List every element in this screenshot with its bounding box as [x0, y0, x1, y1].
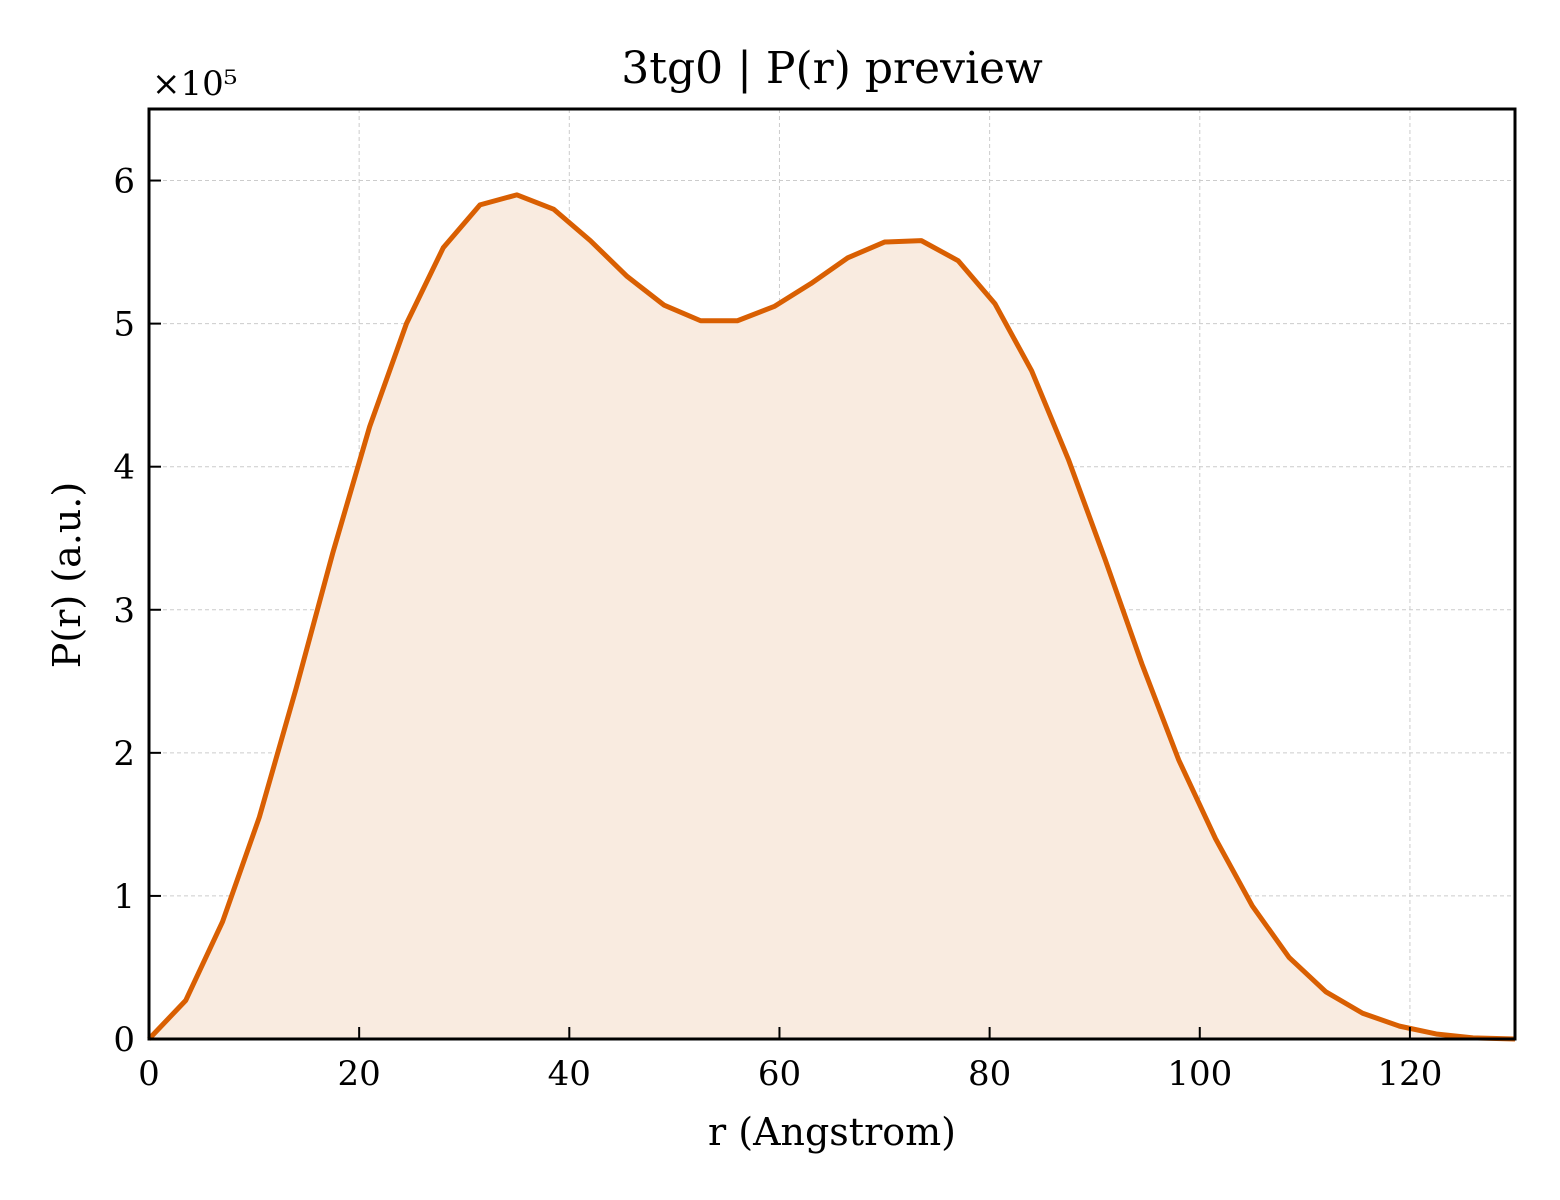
x-tick-label: 60 [758, 1054, 801, 1094]
x-axis-label: r (Angstrom) [708, 1110, 956, 1154]
x-tick-label: 40 [548, 1054, 591, 1094]
x-tick-label: 0 [138, 1054, 160, 1094]
y-tick-label: 2 [113, 734, 135, 774]
x-tick-label: 20 [338, 1054, 381, 1094]
series-line [147, 192, 1516, 1042]
plot-frame [147, 107, 1517, 1041]
x-tick-label: 120 [1377, 1054, 1442, 1094]
y-tick-labels: 0 1 2 3 4 5 6 [113, 162, 135, 1060]
x-tick-labels: 0 20 40 60 80 100 120 [138, 1054, 1442, 1094]
y-tick-label: 6 [113, 162, 135, 202]
y-tick-label: 3 [113, 591, 135, 631]
y-tick-label: 0 [113, 1020, 135, 1060]
y-tick-label: 1 [113, 877, 135, 917]
ticks [148, 179, 1411, 1040]
x-tick-label: 100 [1167, 1054, 1232, 1094]
series-area-fill [149, 194, 1515, 1040]
y-multiplier-label: ×10⁵ [152, 64, 237, 104]
y-axis-label: P(r) (a.u.) [45, 482, 89, 668]
y-tick-label: 4 [113, 448, 135, 488]
y-tick-label: 5 [113, 305, 135, 345]
chart-title: 3tg0 | P(r) preview [621, 43, 1043, 94]
x-tick-label: 80 [968, 1054, 1011, 1094]
